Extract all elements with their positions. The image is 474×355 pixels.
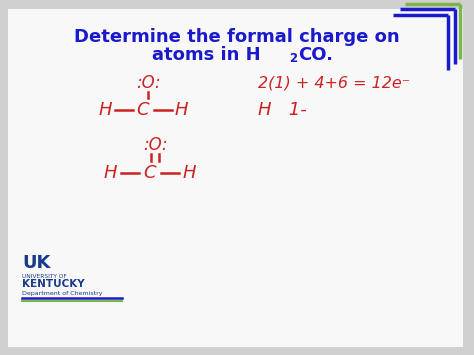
Text: H: H xyxy=(103,164,117,182)
Text: H   1-: H 1- xyxy=(258,101,307,119)
Text: C: C xyxy=(137,101,149,119)
Text: UNIVERSITY OF: UNIVERSITY OF xyxy=(22,273,67,279)
Text: UK: UK xyxy=(22,254,50,272)
Text: atoms in H: atoms in H xyxy=(152,46,261,64)
Text: :O:: :O: xyxy=(143,136,167,154)
Text: :O:: :O: xyxy=(136,74,160,92)
FancyBboxPatch shape xyxy=(8,9,463,347)
Text: C: C xyxy=(144,164,156,182)
Text: H: H xyxy=(174,101,188,119)
Text: 2(1) + 4+6 = 12e⁻: 2(1) + 4+6 = 12e⁻ xyxy=(258,76,410,91)
Text: Department of Chemistry: Department of Chemistry xyxy=(22,290,102,295)
Text: KENTUCKY: KENTUCKY xyxy=(22,279,85,289)
Text: 2: 2 xyxy=(289,51,297,65)
Text: H: H xyxy=(98,101,112,119)
Text: Determine the formal charge on: Determine the formal charge on xyxy=(74,28,400,46)
Text: H: H xyxy=(182,164,196,182)
Text: CO.: CO. xyxy=(298,46,333,64)
